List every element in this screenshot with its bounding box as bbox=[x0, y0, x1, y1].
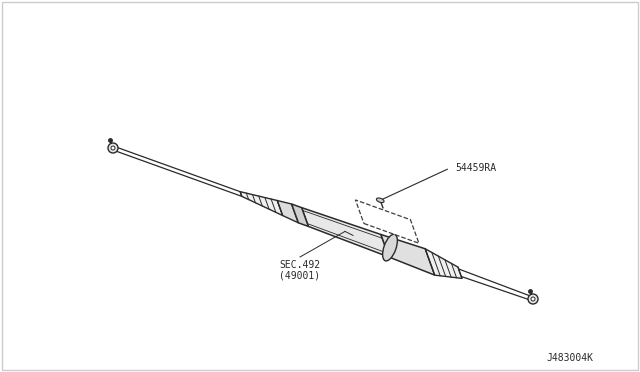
Text: J483004K: J483004K bbox=[547, 353, 593, 363]
Text: 54459RA: 54459RA bbox=[455, 163, 496, 173]
Polygon shape bbox=[381, 234, 435, 275]
Polygon shape bbox=[301, 208, 389, 257]
Ellipse shape bbox=[376, 198, 384, 203]
Polygon shape bbox=[355, 200, 419, 243]
Polygon shape bbox=[292, 204, 308, 227]
Ellipse shape bbox=[531, 297, 535, 301]
Polygon shape bbox=[277, 201, 298, 223]
Ellipse shape bbox=[111, 146, 115, 150]
Polygon shape bbox=[112, 146, 242, 196]
Text: (49001): (49001) bbox=[280, 270, 321, 280]
Ellipse shape bbox=[528, 294, 538, 304]
Text: SEC.492: SEC.492 bbox=[280, 260, 321, 270]
Polygon shape bbox=[459, 269, 531, 300]
Polygon shape bbox=[240, 192, 283, 215]
Ellipse shape bbox=[383, 234, 397, 261]
Polygon shape bbox=[425, 249, 462, 278]
Ellipse shape bbox=[108, 143, 118, 153]
